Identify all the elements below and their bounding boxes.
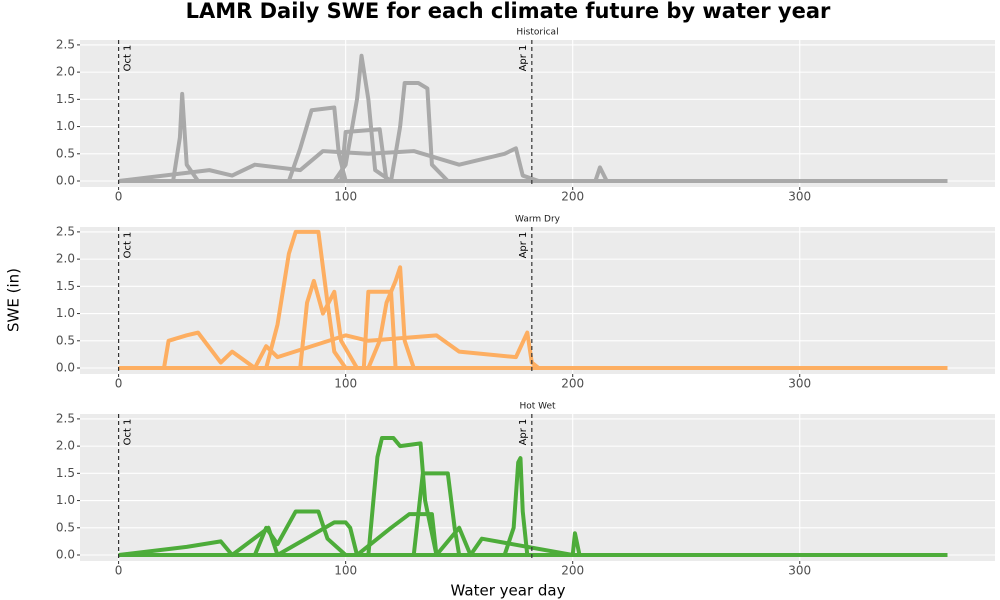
panel-background (80, 227, 995, 374)
swe-line (118, 435, 948, 558)
panel-subtitle: Historical (516, 28, 558, 38)
y-tick-label: 2.0 (56, 252, 75, 266)
date-marker-label: Apr 1 (518, 232, 529, 259)
y-tick-label: 0.5 (56, 146, 75, 160)
y-tick-label: 0.0 (56, 361, 75, 375)
panel-background (80, 40, 995, 187)
x-tick-label: 300 (788, 377, 811, 391)
swe-line (118, 512, 948, 558)
y-tick-label: 2.5 (56, 224, 75, 238)
swe-line (118, 81, 948, 184)
y-tick-label: 0.5 (56, 520, 75, 534)
x-axis-label: Water year day (451, 582, 566, 600)
date-marker-label: Oct 1 (123, 45, 134, 72)
y-tick-label: 1.5 (56, 92, 75, 106)
swe-line (118, 146, 948, 184)
y-tick-label: 2.0 (56, 65, 75, 79)
y-tick-label: 1.5 (56, 279, 75, 293)
date-marker-label: Apr 1 (518, 419, 529, 446)
y-tick-label: 2.5 (56, 411, 75, 425)
swe-line (118, 265, 948, 371)
x-tick-label: 200 (561, 564, 584, 578)
x-tick-label: 300 (788, 564, 811, 578)
panel-subtitle: Hot Wet (519, 402, 556, 412)
x-tick-label: 0 (115, 564, 123, 578)
swe-line (118, 229, 948, 371)
x-tick-label: 100 (334, 190, 357, 204)
panel-background (80, 414, 995, 561)
y-tick-label: 1.0 (56, 306, 75, 320)
x-tick-label: 200 (561, 190, 584, 204)
date-marker-label: Oct 1 (123, 419, 134, 446)
x-tick-label: 200 (561, 377, 584, 391)
y-tick-label: 1.5 (56, 466, 75, 480)
panel-subtitle: Warm Dry (515, 215, 561, 225)
chart-title: LAMR Daily SWE for each climate future b… (186, 0, 831, 23)
y-tick-label: 2.5 (56, 37, 75, 51)
swe-line (118, 127, 948, 184)
y-tick-label: 2.0 (56, 439, 75, 453)
x-tick-label: 0 (115, 377, 123, 391)
swe-line (118, 105, 948, 184)
x-tick-label: 100 (334, 564, 357, 578)
swe-line (118, 330, 948, 371)
y-tick-label: 1.0 (56, 119, 75, 133)
y-tick-label: 0.0 (56, 548, 75, 562)
y-axis-label: SWE (in) (5, 268, 23, 332)
x-tick-label: 0 (115, 190, 123, 204)
y-tick-label: 0.5 (56, 333, 75, 347)
y-tick-label: 0.0 (56, 174, 75, 188)
date-marker-label: Apr 1 (518, 45, 529, 72)
date-marker-label: Oct 1 (123, 232, 134, 259)
swe-line (118, 278, 948, 371)
swe-line (118, 509, 948, 558)
x-tick-label: 100 (334, 377, 357, 391)
x-tick-label: 300 (788, 190, 811, 204)
y-tick-label: 1.0 (56, 493, 75, 507)
